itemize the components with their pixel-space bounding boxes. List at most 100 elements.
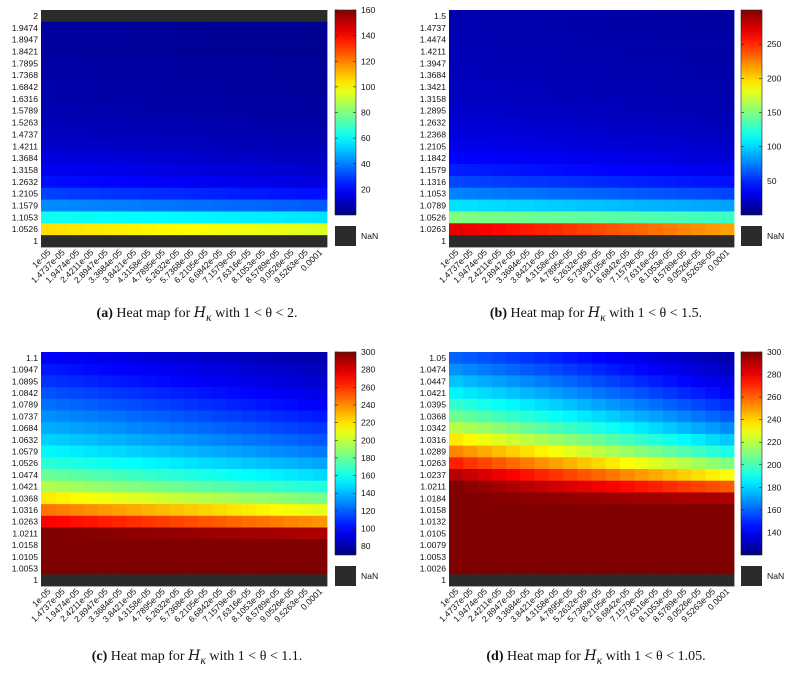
heatmap-cell <box>534 527 550 540</box>
heatmap-cell <box>705 152 721 165</box>
heatmap-cell <box>534 492 550 505</box>
heatmap-cell <box>41 515 56 528</box>
heatmap-cell <box>605 469 621 482</box>
heatmap-cell <box>226 398 242 411</box>
heatmap-cell <box>719 10 735 23</box>
heatmap-cell <box>520 21 535 35</box>
heatmap-cell <box>506 433 521 446</box>
heatmap-cell <box>548 422 564 435</box>
heatmap-cell <box>69 92 85 106</box>
heatmap-cell <box>69 352 85 365</box>
heatmap-cell <box>662 562 678 575</box>
heatmap-cell <box>449 92 464 106</box>
heatmap-cell <box>648 527 664 540</box>
heatmap-cell <box>477 116 493 129</box>
heatmap-cell <box>605 140 621 153</box>
heatmap-cell <box>55 480 70 493</box>
heatmap-cell <box>577 164 592 177</box>
heatmap-cell <box>169 69 185 82</box>
heatmap-cell <box>255 235 271 248</box>
heatmap-cell <box>520 375 535 388</box>
heatmap-cell <box>548 92 564 106</box>
heatmap-cell <box>255 492 271 505</box>
heatmap-cell <box>226 104 242 118</box>
heatmap-cell <box>548 469 564 482</box>
heatmap-cell <box>591 550 607 563</box>
heatmap-cell <box>534 469 550 482</box>
heatmap-cell <box>491 445 507 458</box>
heatmap-cell <box>548 211 564 224</box>
heatmap-cell <box>449 175 464 189</box>
heatmap-cell <box>312 398 328 411</box>
heatmap-cell <box>591 492 607 505</box>
heatmap-cell <box>312 116 328 129</box>
heatmap-cell <box>112 10 128 23</box>
heatmap-cell <box>169 363 185 376</box>
heatmap-cell <box>284 457 299 470</box>
heatmap-cell <box>198 433 213 446</box>
heatmap-cell <box>677 164 692 177</box>
heatmap-cell <box>55 352 70 365</box>
heatmap-cell <box>269 398 285 411</box>
heatmap-cell <box>491 10 507 23</box>
heatmap-cell <box>477 515 493 528</box>
heatmap-cell <box>691 562 706 575</box>
heatmap-cell <box>605 10 621 23</box>
heatmap-cell <box>520 211 535 224</box>
heatmap-cell <box>112 387 128 400</box>
heatmap-cell <box>269 21 285 35</box>
heatmap-cell <box>298 21 314 35</box>
heatmap-cell <box>112 45 128 58</box>
heatmap-cell <box>449 21 464 35</box>
heatmap-cell <box>198 562 213 575</box>
heatmap-cell <box>212 422 228 435</box>
heatmap-cell <box>491 410 507 423</box>
heatmap-cell <box>648 562 664 575</box>
heatmap-cell <box>55 562 70 575</box>
heatmap-cell <box>55 211 70 224</box>
heatmap-cell <box>520 574 535 587</box>
heatmap-cell <box>463 457 478 470</box>
heatmap-cell <box>83 187 99 200</box>
heatmap-cell <box>241 492 256 505</box>
heatmap-cell <box>312 81 328 94</box>
heatmap-cell <box>477 92 493 106</box>
heatmap-cell <box>41 398 56 411</box>
heatmap-cell <box>241 387 256 400</box>
heatmap-cell <box>83 57 99 70</box>
heatmap-cell <box>184 128 199 141</box>
heatmap-cell <box>155 104 171 118</box>
heatmap-cell <box>112 574 128 587</box>
heatmap-cell <box>719 81 735 94</box>
heatmap-cell <box>241 21 256 35</box>
colorbar-tick-label: 160 <box>767 505 782 515</box>
heatmap-cell <box>169 562 185 575</box>
heatmap-cell <box>563 480 578 493</box>
heatmap-cell <box>634 410 649 423</box>
heatmap-cell <box>705 445 721 458</box>
heatmap-cell <box>298 469 314 482</box>
heatmap-cell <box>506 45 521 58</box>
heatmap-cell <box>449 539 464 552</box>
heatmap-cell <box>212 199 228 212</box>
heatmap-cell <box>298 33 314 46</box>
heatmap-cell <box>463 57 478 70</box>
heatmap-cell <box>284 562 299 575</box>
heatmap-cell <box>284 422 299 435</box>
heatmap-cell <box>605 21 621 35</box>
nan-swatch <box>335 226 356 246</box>
heatmap-cell <box>55 515 70 528</box>
heatmap-cell <box>212 387 228 400</box>
heatmap-cell <box>55 57 70 70</box>
heatmap-cell <box>520 128 535 141</box>
heatmap-cell <box>241 175 256 189</box>
heatmap-cell <box>83 387 99 400</box>
heatmap-cell <box>112 33 128 46</box>
heatmap-cell <box>648 152 664 165</box>
heatmap-cell <box>634 199 649 212</box>
heatmap-cell <box>705 235 721 248</box>
heatmap-cell <box>548 199 564 212</box>
heatmap-cell <box>284 480 299 493</box>
heatmap-cell <box>55 164 70 177</box>
heatmap-cell <box>477 492 493 505</box>
